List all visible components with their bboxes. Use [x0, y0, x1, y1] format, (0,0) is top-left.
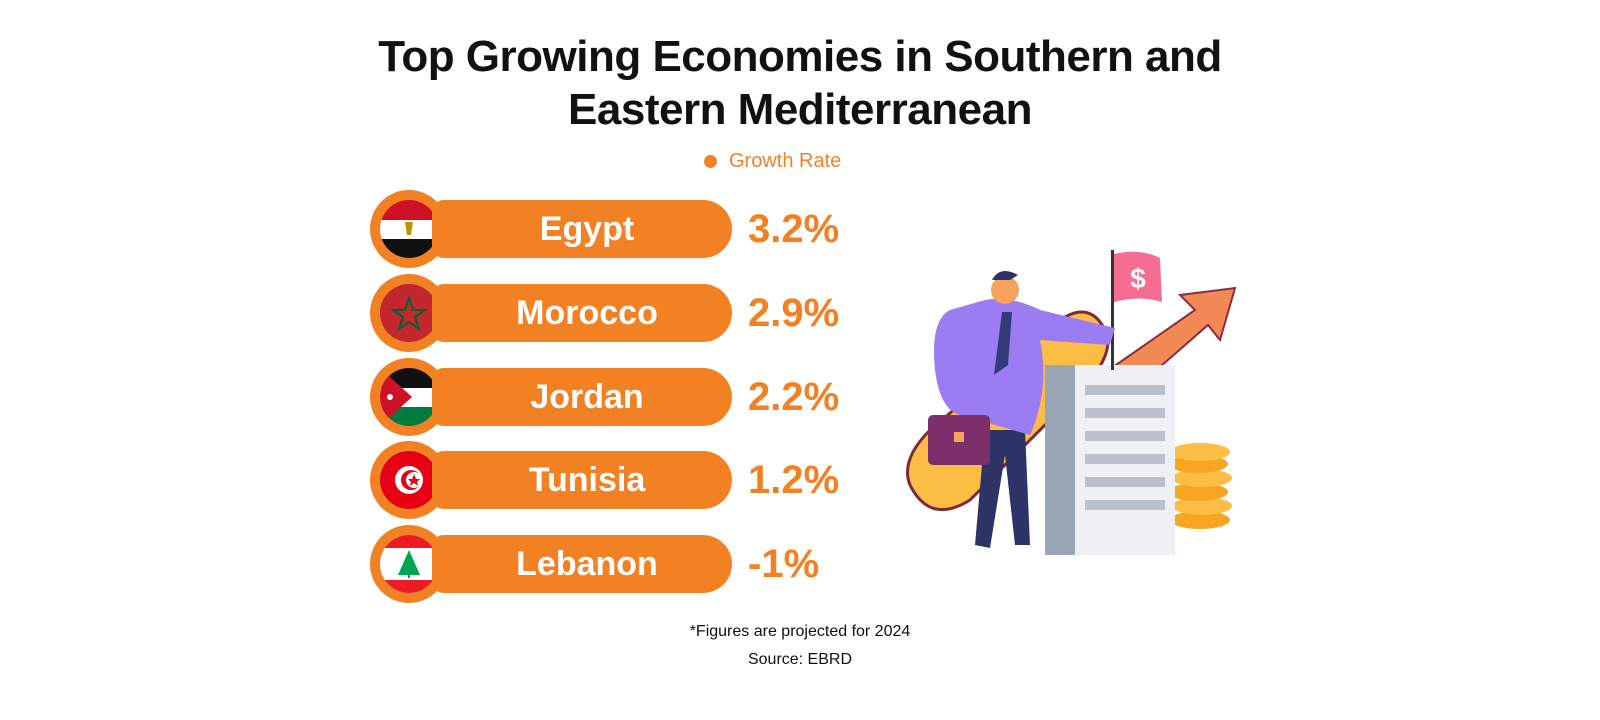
dollar-flag-icon: $	[1111, 250, 1162, 370]
country-row-lebanon: Lebanon -1%	[370, 525, 870, 605]
growth-value: -1%	[748, 541, 820, 586]
coins-stack-icon	[1168, 443, 1232, 529]
business-growth-illustration: $	[906, 250, 1237, 555]
footnote: *Figures are projected for 2024	[689, 623, 911, 640]
svg-text:$: $	[1130, 263, 1146, 294]
growth-value: 2.2%	[748, 374, 840, 419]
legend: Growth Rate	[704, 150, 841, 173]
country-label: Morocco	[432, 284, 732, 342]
country-row-egypt: Egypt 3.2%	[370, 190, 870, 270]
growth-value: 2.9%	[748, 290, 840, 335]
title-line-2: Eastern Mediterranean	[568, 85, 1032, 134]
legend-dot-icon	[704, 155, 717, 168]
growth-value: 3.2%	[748, 206, 840, 251]
country-label: Tunisia	[432, 451, 732, 509]
country-row-jordan: Jordan 2.2%	[370, 358, 870, 438]
country-row-morocco: Morocco 2.9%	[370, 274, 870, 354]
building-icon	[1045, 365, 1175, 555]
title-line-1: Top Growing Economies in Southern and	[378, 32, 1222, 81]
country-label: Egypt	[432, 200, 732, 258]
legend-label: Growth Rate	[729, 150, 842, 172]
growth-value: 1.2%	[748, 457, 840, 502]
businessman-figure	[928, 271, 1115, 548]
country-label: Lebanon	[432, 535, 732, 593]
country-label: Jordan	[432, 368, 732, 426]
country-row-tunisia: Tunisia 1.2%	[370, 441, 870, 521]
chart-title: Top Growing Economies in Southern and Ea…	[0, 30, 1600, 136]
source-note: Source: EBRD	[747, 651, 853, 668]
